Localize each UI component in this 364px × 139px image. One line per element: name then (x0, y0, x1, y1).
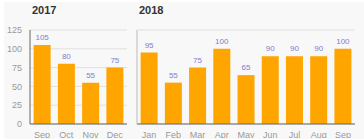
svg-text:Jun: Jun (263, 130, 278, 138)
svg-text:0: 0 (17, 119, 22, 129)
svg-text:90: 90 (314, 44, 323, 53)
svg-text:95: 95 (145, 41, 154, 50)
svg-text:75: 75 (12, 63, 22, 73)
html-text:2018: 2018 (139, 4, 164, 16)
svg-text:Dec: Dec (107, 130, 124, 138)
svg-text:Feb: Feb (166, 130, 182, 138)
svg-text:55: 55 (86, 71, 95, 80)
svg-text:90: 90 (266, 44, 275, 53)
svg-text:Aug: Aug (311, 130, 327, 138)
html-text:2017: 2017 (32, 4, 57, 16)
svg-text:Apr: Apr (215, 130, 229, 138)
svg-text:75: 75 (193, 56, 202, 65)
svg-text:105: 105 (35, 33, 49, 42)
svg-text:100: 100 (336, 37, 350, 46)
svg-text:90: 90 (290, 44, 299, 53)
svg-text:100: 100 (8, 44, 22, 54)
svg-text:May: May (237, 130, 255, 138)
svg-text:Jan: Jan (142, 130, 157, 138)
svg-text:Mar: Mar (190, 130, 206, 138)
svg-text:80: 80 (62, 52, 71, 61)
svg-text:25: 25 (12, 100, 22, 110)
svg-text:Sep: Sep (34, 130, 50, 138)
svg-text:Sep: Sep (335, 130, 351, 138)
svg-text:100: 100 (215, 37, 229, 46)
svg-text:Nov: Nov (83, 130, 100, 138)
svg-text:Jul: Jul (289, 130, 301, 138)
svg-text:Oct: Oct (59, 130, 74, 138)
svg-text:125: 125 (8, 25, 22, 35)
svg-text:75: 75 (110, 56, 119, 65)
svg-text:50: 50 (12, 82, 22, 92)
svg-text:65: 65 (242, 63, 251, 72)
svg-text:55: 55 (169, 71, 178, 80)
